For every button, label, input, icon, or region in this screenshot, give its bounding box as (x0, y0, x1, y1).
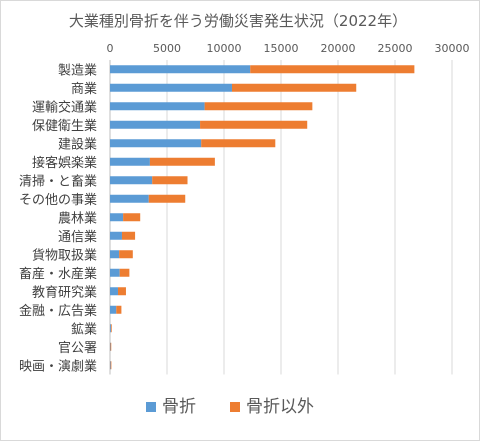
category-label: 商業 (71, 81, 97, 97)
bar-segment-fracture (110, 324, 111, 333)
bar-segment-fracture (110, 305, 117, 314)
bar-segment-fracture (110, 250, 120, 259)
legend-label: 骨折以外 (246, 397, 314, 417)
bar-segment-fracture (110, 361, 111, 370)
bar-segment-fracture (110, 268, 120, 277)
bar-segment-other (110, 361, 112, 370)
category-labels: 製造業商業運輸交通業保健衛生業建設業接客娯楽業清掃・と畜業その他の事業農林業通信… (19, 62, 97, 374)
bar-segment-fracture (110, 102, 205, 111)
bar-segment-fracture (110, 139, 202, 148)
bar-segment-fracture (110, 157, 150, 166)
category-label: 畜産・水産業 (19, 266, 97, 282)
bar-segment-other (117, 287, 126, 296)
x-tick-label: 20000 (321, 42, 356, 55)
category-label: 運輸交通業 (32, 99, 97, 115)
bar-segment-other (123, 213, 141, 222)
bar-segment-other (231, 83, 357, 92)
category-label: 保健衛生業 (32, 118, 97, 134)
category-label: その他の事業 (19, 192, 97, 208)
category-label: 鉱業 (71, 321, 97, 337)
chart-title: 大業種別骨折を伴う労働災害発生状況（2022年） (69, 12, 407, 30)
bar-segment-other (119, 268, 130, 277)
category-label: 金融・広告業 (19, 303, 97, 319)
bar-segment-fracture (110, 194, 149, 203)
bar-segment-other (110, 342, 112, 351)
bar-segment-fracture (110, 213, 124, 222)
legend: 骨折 骨折以外 (146, 397, 314, 417)
bar-segment-fracture (110, 287, 118, 296)
bar-segment-fracture (110, 342, 111, 351)
category-label: 製造業 (58, 62, 97, 78)
category-label: 農林業 (58, 210, 97, 226)
x-tick-label: 5000 (153, 42, 181, 55)
category-label: 教育研究業 (32, 284, 97, 300)
bar-segment-fracture (110, 83, 232, 92)
bar-segment-other (110, 324, 112, 333)
bar-segment-fracture (110, 65, 251, 74)
bar-segment-other (250, 65, 415, 74)
x-axis-ticks: 0 5000 10000 15000 20000 25000 30000 (107, 42, 470, 55)
bar-segment-fracture (110, 176, 153, 185)
x-tick-label: 0 (107, 42, 114, 55)
bar-segment-other (121, 231, 136, 240)
category-label: 接客娯楽業 (32, 155, 97, 171)
bar-segment-fracture (110, 120, 201, 129)
category-label: 通信業 (58, 229, 97, 245)
x-tick-label: 10000 (207, 42, 242, 55)
bar-segment-other (116, 305, 122, 314)
bars (110, 65, 415, 370)
legend-swatch (146, 402, 156, 412)
bar-segment-other (152, 176, 188, 185)
legend-swatch (230, 402, 240, 412)
bar-segment-other (204, 102, 313, 111)
legend-label: 骨折 (162, 397, 196, 417)
category-label: 官公署 (58, 340, 97, 356)
bar-segment-other (201, 139, 276, 148)
category-label: 清掃・と畜業 (19, 173, 97, 189)
x-tick-label: 15000 (264, 42, 299, 55)
gridlines (109, 60, 453, 375)
category-label: 映画・演劇業 (19, 358, 97, 374)
bar-segment-fracture (110, 231, 122, 240)
category-label: 貨物取扱業 (32, 247, 97, 263)
bar-segment-other (200, 120, 308, 129)
bar-segment-other (149, 157, 215, 166)
x-tick-label: 25000 (378, 42, 413, 55)
x-tick-label: 30000 (435, 42, 470, 55)
bar-segment-other (119, 250, 133, 259)
category-label: 建設業 (58, 136, 97, 152)
bar-segment-other (148, 194, 186, 203)
